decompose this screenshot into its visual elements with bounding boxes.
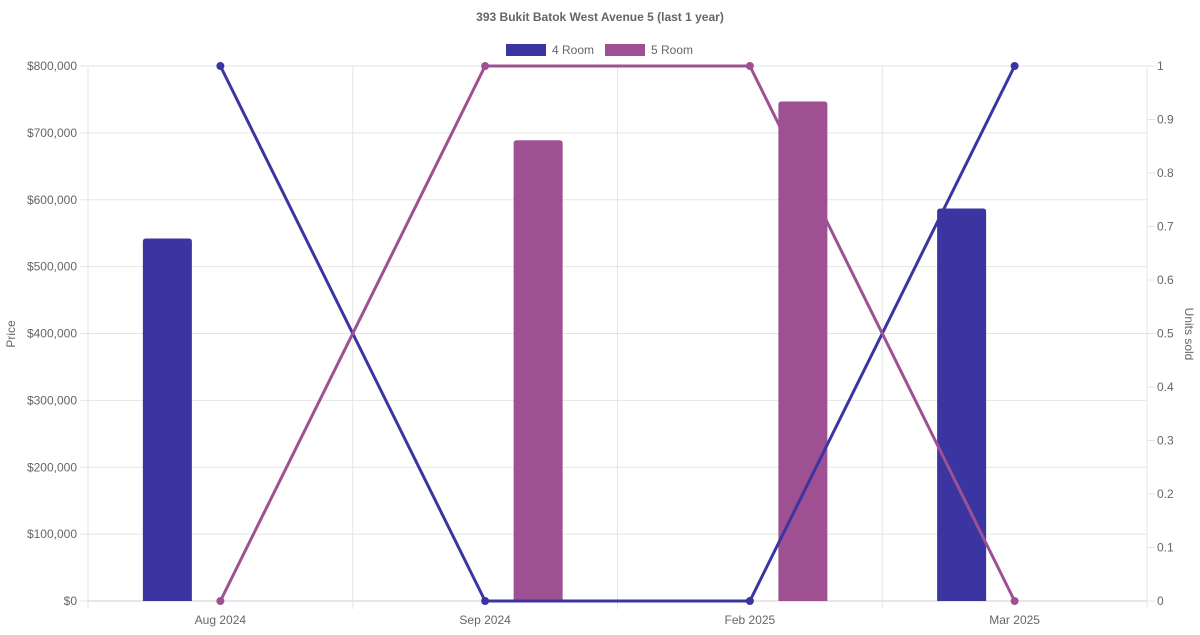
legend-item-4-room[interactable]: 4 Room	[506, 43, 594, 57]
lines	[216, 62, 1019, 605]
x-axis-ticks: Aug 2024 Sep 2024 Feb 2025 Mar 2025	[195, 613, 1041, 627]
y-right-tick-label: 0.2	[1157, 487, 1174, 501]
y-left-tick-label: $300,000	[27, 393, 77, 407]
y-left-tick-label: $100,000	[27, 527, 77, 541]
y-right-tick-label: 0.1	[1157, 541, 1174, 555]
bars	[142, 101, 987, 601]
y-right-tick-label: 0.9	[1157, 113, 1174, 127]
gridlines	[87, 65, 1148, 609]
y-left-tick-label: $800,000	[27, 59, 77, 73]
y-left-tick-label: $500,000	[27, 260, 77, 274]
point-4-room[interactable]	[481, 597, 490, 605]
y-right-tick-label: 0.6	[1157, 273, 1174, 287]
x-tick-label: Mar 2025	[989, 613, 1040, 627]
y-right-tick-label: 0.5	[1157, 327, 1174, 341]
bar-5-room[interactable]	[778, 101, 828, 601]
bar-4-room[interactable]	[142, 238, 192, 601]
y-right-tick-label: 0.3	[1157, 434, 1174, 448]
y-left-tick-label: $400,000	[27, 327, 77, 341]
point-5-room[interactable]	[481, 62, 490, 70]
y-axis-left-ticks: $0 $100,000 $200,000 $300,000 $400,000 $500,0…	[27, 59, 88, 608]
legend: 4 Room 5 Room	[506, 43, 693, 57]
point-5-room[interactable]	[216, 597, 225, 605]
y-left-tick-label: $700,000	[27, 126, 77, 140]
legend-swatch-4-room	[506, 44, 546, 56]
bar-5-room[interactable]	[513, 140, 563, 601]
y-right-tick-label: 0	[1157, 594, 1164, 608]
x-tick-label: Aug 2024	[195, 613, 247, 627]
y-axis-right-ticks: 0 0.1 0.2 0.3 0.4 0.5 0.6 0.7 0.8 0.9 1	[1147, 59, 1174, 608]
line-5-room[interactable]	[219, 64, 1016, 602]
chart-title: 393 Bukit Batok West Avenue 5 (last 1 ye…	[476, 10, 724, 24]
x-tick-label: Sep 2024	[459, 613, 511, 627]
y-right-tick-label: 0.4	[1157, 380, 1174, 394]
legend-item-5-room[interactable]: 5 Room	[605, 43, 693, 57]
y-left-tick-label: $0	[64, 594, 78, 608]
legend-label-4-room: 4 Room	[552, 43, 594, 57]
point-4-room[interactable]	[745, 597, 754, 605]
point-4-room[interactable]	[1010, 62, 1019, 70]
y-right-tick-label: 0.8	[1157, 166, 1174, 180]
point-5-room[interactable]	[745, 62, 754, 70]
y-right-tick-label: 1	[1157, 59, 1164, 73]
y-axis-left-label: Price	[4, 320, 18, 348]
bar-4-room[interactable]	[937, 208, 987, 601]
x-tick-label: Feb 2025	[725, 613, 776, 627]
y-left-tick-label: $200,000	[27, 460, 77, 474]
y-right-tick-label: 0.7	[1157, 220, 1174, 234]
y-axis-right-label: Units sold	[1182, 308, 1196, 361]
point-5-room[interactable]	[1010, 597, 1019, 605]
point-4-room[interactable]	[216, 62, 225, 70]
legend-swatch-5-room	[605, 44, 645, 56]
legend-label-5-room: 5 Room	[651, 43, 693, 57]
y-left-tick-label: $600,000	[27, 193, 77, 207]
